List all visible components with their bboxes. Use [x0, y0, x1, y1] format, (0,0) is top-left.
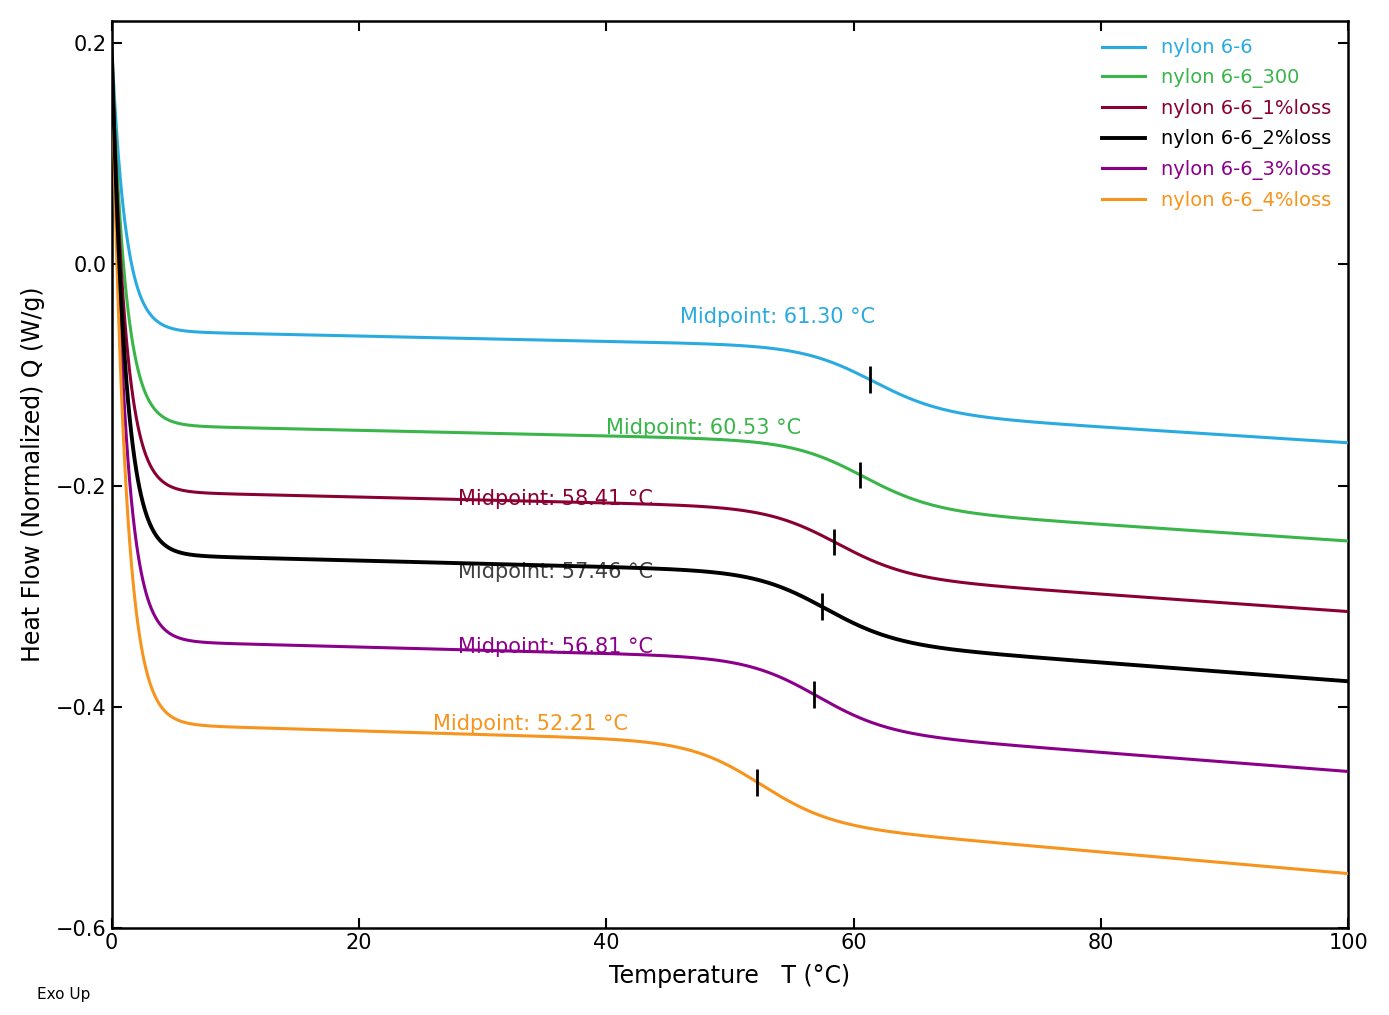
Text: Midpoint: 60.53 °C: Midpoint: 60.53 °C: [606, 418, 801, 438]
Text: Midpoint: 52.21 °C: Midpoint: 52.21 °C: [433, 714, 628, 734]
Text: Midpoint: 58.41 °C: Midpoint: 58.41 °C: [458, 489, 653, 509]
Text: Midpoint: 56.81 °C: Midpoint: 56.81 °C: [458, 637, 653, 658]
Text: Midpoint: 61.30 °C: Midpoint: 61.30 °C: [681, 308, 875, 328]
Text: Midpoint: 57.46 °C: Midpoint: 57.46 °C: [458, 562, 653, 582]
X-axis label: Temperature   T (°C): Temperature T (°C): [610, 964, 850, 989]
Y-axis label: Heat Flow (Normalized) Q (W/g): Heat Flow (Normalized) Q (W/g): [21, 287, 44, 663]
Legend: nylon 6-6, nylon 6-6_300, nylon 6-6_1%loss, nylon 6-6_2%loss, nylon 6-6_3%loss, : nylon 6-6, nylon 6-6_300, nylon 6-6_1%lo…: [1095, 30, 1339, 218]
Text: Exo Up: Exo Up: [38, 988, 90, 1003]
